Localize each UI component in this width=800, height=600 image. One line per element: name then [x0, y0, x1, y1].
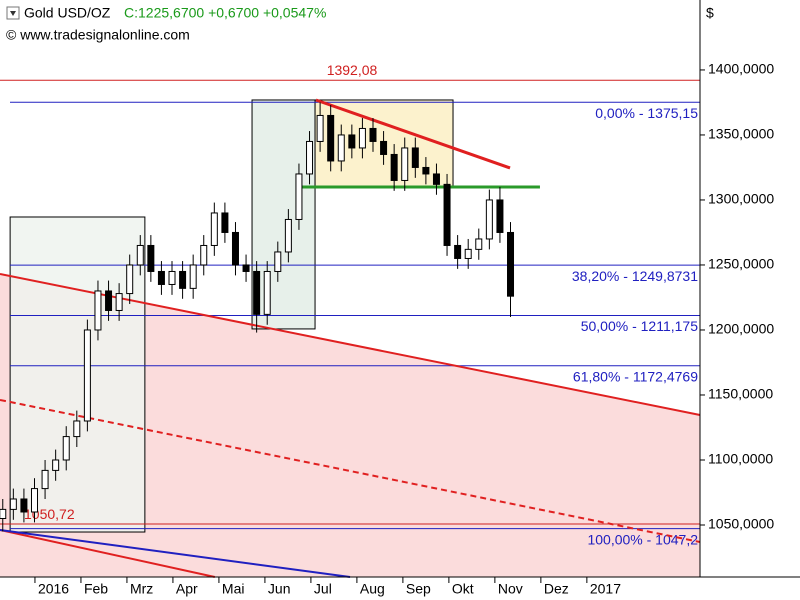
candle-body — [52, 459, 60, 471]
x-tick-label: Nov — [498, 581, 523, 597]
y-tick-label: 1100,0000 — [708, 451, 773, 467]
level-label: 1392,08 — [327, 62, 378, 78]
level-label: 0,00% - 1375,15 — [595, 105, 698, 121]
x-tick-label: Okt — [452, 581, 474, 597]
plot-area: 1392,08 0,00% - 1375,15 38,20% - 1249,8731… — [0, 62, 701, 578]
level-label: 38,20% - 1249,8731 — [572, 268, 698, 284]
candle-body — [147, 244, 155, 272]
y-tick-label: 1350,0000 — [708, 126, 774, 142]
candle-body — [242, 264, 250, 272]
x-tick-label: Mai — [222, 581, 245, 597]
y-tick-label: 1200,0000 — [708, 321, 774, 337]
candle-body — [221, 212, 229, 233]
candle-body — [231, 231, 239, 266]
candle-body — [105, 290, 113, 311]
y-tick-label: 1250,0000 — [708, 256, 774, 272]
candle-body — [0, 508, 7, 519]
level-label: 100,00% - 1047,2 — [587, 531, 698, 547]
candle-body — [464, 248, 472, 259]
candle-body — [348, 134, 356, 149]
candle-body — [284, 218, 292, 253]
candle-body — [485, 199, 493, 240]
x-tick-label: Mrz — [130, 581, 153, 597]
candle-body — [432, 173, 440, 185]
candle-body — [73, 420, 81, 438]
candle-body — [20, 498, 28, 513]
candle-body — [189, 264, 197, 289]
candle-body — [94, 290, 102, 331]
candle-body — [179, 270, 187, 289]
y-tick-label: 1400,0000 — [708, 61, 774, 77]
y-tick-label: 1050,0000 — [708, 516, 774, 532]
x-tick-label: 2017 — [590, 581, 621, 597]
candle-body — [274, 251, 282, 272]
candle-body — [422, 166, 430, 175]
candle-body — [380, 140, 388, 155]
x-tick-label: Dez — [544, 581, 569, 597]
candle-body — [83, 329, 91, 422]
y-tick-label: 1150,0000 — [708, 386, 773, 402]
x-tick-label: Jun — [268, 581, 291, 597]
x-tick-label: Feb — [84, 581, 108, 597]
candle-body — [507, 231, 515, 297]
source: © www.tradesignalonline.com — [6, 27, 190, 43]
candle-body — [200, 244, 208, 266]
trend-line — [0, 528, 215, 578]
quote: C:1225,6700 +0,6700 +0,0547% — [124, 5, 326, 21]
candle-body — [295, 173, 303, 220]
candle-body — [390, 153, 398, 181]
candle-body — [443, 183, 451, 246]
y-tick-label: 1300,0000 — [708, 191, 774, 207]
candle-body — [253, 270, 261, 315]
candle-body — [126, 264, 134, 295]
zone-box — [251, 99, 316, 330]
candle-body — [136, 244, 144, 266]
candle-body — [401, 147, 409, 181]
y-unit: $ — [706, 5, 714, 21]
candle-body — [157, 270, 165, 285]
candle-body — [41, 469, 49, 490]
candle-body — [327, 114, 335, 162]
trend-line — [315, 98, 511, 170]
x-tick-label: Sep — [406, 581, 431, 597]
trend-line — [0, 528, 351, 578]
candle-body — [210, 212, 218, 246]
x-tick-label: Apr — [176, 581, 198, 597]
candle-body — [62, 436, 70, 461]
x-tick-label: Aug — [360, 581, 385, 597]
trend-line — [0, 398, 701, 544]
candle-body — [369, 127, 377, 142]
candle-body — [496, 199, 504, 233]
candle-body — [168, 270, 176, 285]
candle-body — [337, 134, 345, 162]
candle-body — [358, 127, 366, 149]
candle-body — [475, 238, 483, 250]
candle-body — [316, 114, 324, 142]
x-tick-label: Jul — [314, 581, 332, 597]
candle-body — [9, 498, 17, 510]
candle-body — [263, 270, 271, 315]
candle-body — [115, 293, 123, 311]
candle-body — [30, 488, 38, 513]
candle-body — [454, 244, 462, 259]
level-label: 50,00% - 1211,175 — [581, 318, 698, 334]
trend-area — [0, 273, 700, 577]
menu-icon-arrow — [10, 11, 16, 16]
candle-body — [411, 147, 419, 168]
chart-title: Gold USD/OZ — [24, 5, 111, 21]
zone-box — [9, 216, 146, 533]
x-tick-label: 2016 — [38, 581, 69, 597]
level-label: 61,80% - 1172,4769 — [573, 368, 698, 384]
candle-body — [306, 140, 314, 175]
